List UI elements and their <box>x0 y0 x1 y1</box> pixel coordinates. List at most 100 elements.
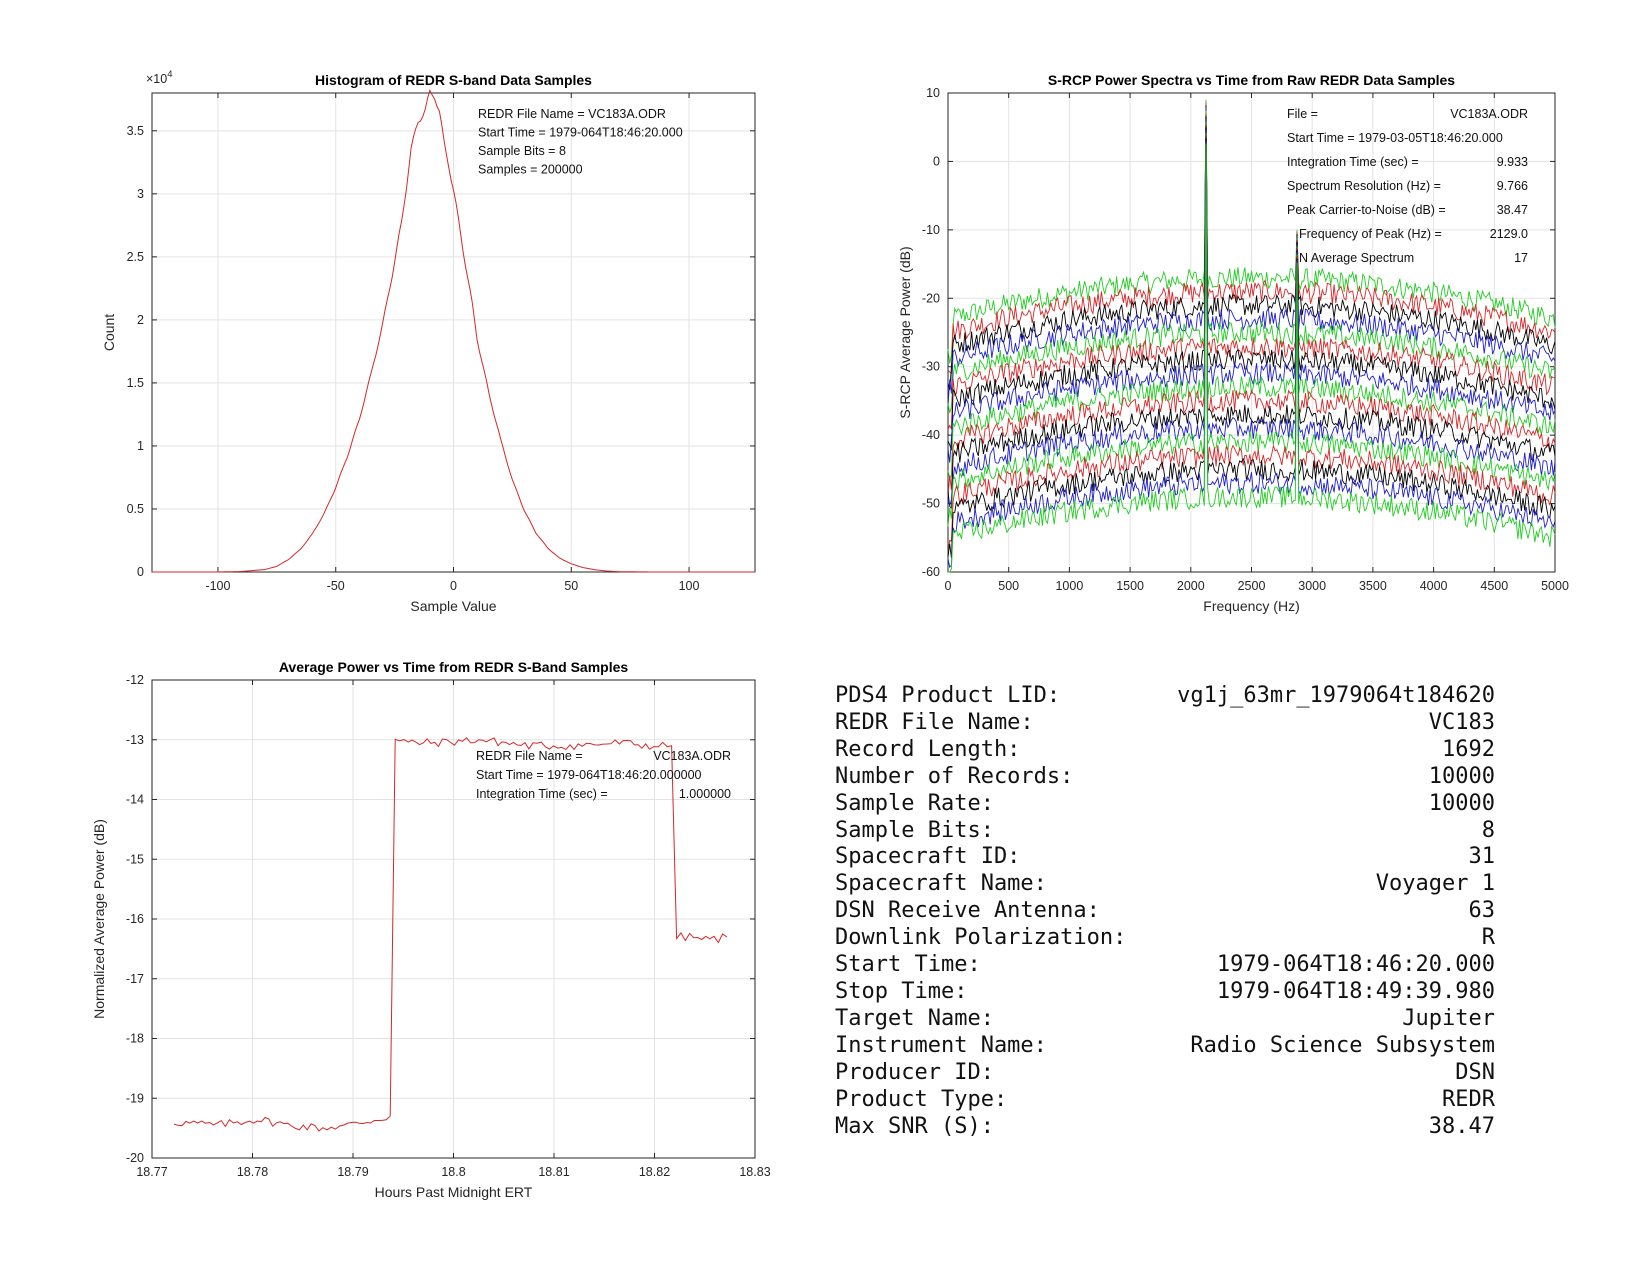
x-tick-label: -50 <box>327 579 345 593</box>
y-tick-label: 2.5 <box>127 250 144 264</box>
y-tick-label: -10 <box>922 223 940 237</box>
x-tick-label: 4500 <box>1480 579 1508 593</box>
info-value: DSN <box>1455 1059 1495 1085</box>
info-row: Instrument Name: Radio Science Subsystem <box>835 1033 1495 1060</box>
info-label: Number of Records: <box>835 763 1074 789</box>
y-tick-label: 1.5 <box>127 376 144 390</box>
info-value: Jupiter <box>1402 1005 1495 1031</box>
x-tick-label: 50 <box>564 579 578 593</box>
spectrum-line <box>947 99 1556 364</box>
spectrum-line <box>947 135 1556 553</box>
y-tick-label: 0.5 <box>127 502 144 516</box>
x-axis-label: Hours Past Midnight ERT <box>375 1184 533 1200</box>
info-value: 8 <box>1481 817 1495 843</box>
info-value: vg1j_63mr_1979064t184620 <box>1177 683 1495 708</box>
annotation-value: VC183A.ODR <box>1450 107 1528 121</box>
info-row: Spacecraft Name: Voyager 1 <box>835 871 1495 898</box>
axes-frame <box>151 679 756 1159</box>
y-tick-label: -18 <box>126 1032 144 1046</box>
x-tick-label: 1500 <box>1116 579 1144 593</box>
annotation-value: 9.933 <box>1497 155 1528 169</box>
info-value: 1692 <box>1442 736 1495 762</box>
chart-3: 18.77 18.78 18.79 18.8 18.81 18.82 18.83 -20 -19… <box>91 659 771 1200</box>
info-row: Product Type: REDR <box>835 1087 1495 1114</box>
annotation-value: 2129.0 <box>1490 227 1528 241</box>
y-tick-label: 3.5 <box>127 124 144 138</box>
spectrum-line <box>947 102 1556 375</box>
info-value: 38.47 <box>1428 1113 1495 1139</box>
x-tick-label: 5000 <box>1541 579 1569 593</box>
info-value: Radio Science Subsystem <box>1190 1032 1495 1058</box>
x-tick-label: 3000 <box>1298 579 1326 593</box>
info-label: REDR File Name: <box>835 709 1034 735</box>
y-tick-label: 10 <box>926 86 940 100</box>
y-tick-label: -13 <box>126 733 144 747</box>
x-tick-label: 18.81 <box>538 1165 569 1179</box>
x-tick-label: 18.8 <box>441 1165 465 1179</box>
info-label: Spacecraft Name: <box>835 871 1047 897</box>
annotation-label: N Average Spectrum <box>1299 251 1414 265</box>
info-row: Downlink Polarization: R <box>835 925 1495 952</box>
x-tick-label: 4000 <box>1420 579 1448 593</box>
spectrum-line <box>947 124 1556 498</box>
info-value: VC183 <box>1428 709 1495 735</box>
info-label: Producer ID: <box>835 1059 994 1085</box>
x-tick-label: 0 <box>945 579 952 593</box>
annotation-label: Peak Carrier-to-Noise (dB) = <box>1287 203 1446 217</box>
annotation-text: Sample Bits = 8 <box>478 144 566 158</box>
x-tick-label: -100 <box>205 579 230 593</box>
annotation-text: Start Time = 1979-064T18:46:20.000 <box>478 126 683 140</box>
spectrum-line <box>947 132 1556 527</box>
y-multiplier-label: ×104 <box>146 69 173 86</box>
info-row: Sample Rate: 10000 <box>835 791 1495 818</box>
annotation-value: 17 <box>1514 251 1528 265</box>
info-label: Product Type: <box>835 1086 1008 1112</box>
x-axis-label: Frequency (Hz) <box>1203 598 1299 614</box>
info-label: Spacecraft ID: <box>835 844 1021 870</box>
info-value: REDR <box>1442 1086 1495 1112</box>
info-label: Sample Rate: <box>835 790 994 816</box>
info-row: PDS4 Product LID: vg1j_63mr_1979064t18462… <box>835 683 1495 710</box>
annotation-label: REDR File Name = <box>476 749 583 763</box>
info-row: DSN Receive Antenna: 63 <box>835 898 1495 925</box>
y-axis-label: Count <box>101 314 117 351</box>
annotation-value: VC183A.ODR <box>653 749 731 763</box>
y-tick-label: -20 <box>126 1151 144 1165</box>
y-tick-label: -20 <box>922 291 940 305</box>
annotation-value: 38.47 <box>1497 203 1528 217</box>
annotation-label: Integration Time (sec) = <box>1287 155 1419 169</box>
chart-1: -100 -50 0 50 100 0 0.5 1 1.5 2 2.5 3 3.5 Histogram o… <box>101 69 756 614</box>
product-info-table: PDS4 Product LID: vg1j_63mr_1979064t18462… <box>835 683 1495 1140</box>
spectrum-line <box>948 143 1556 573</box>
annotation-value: 9.766 <box>1497 179 1528 193</box>
y-multiplier-base: ×10 <box>146 72 167 86</box>
y-tick-label: -19 <box>126 1091 144 1105</box>
spectrum-line <box>947 138 1556 558</box>
y-tick-label: -14 <box>126 793 144 807</box>
info-value: Voyager 1 <box>1375 871 1495 897</box>
info-row: Start Time: 1979-064T18:46:20.000 <box>835 952 1495 979</box>
info-label: Start Time: <box>835 952 981 978</box>
x-tick-label: 2000 <box>1177 579 1205 593</box>
annotation-label: Start Time = 1979-064T18:46:20.000000 <box>476 768 702 782</box>
info-label: PDS4 Product LID: <box>835 683 1061 708</box>
y-tick-label: -15 <box>126 852 144 866</box>
spectrum-line <box>947 121 1556 480</box>
info-value: 63 <box>1468 898 1496 924</box>
info-row: REDR File Name: VC183 <box>835 710 1495 737</box>
info-row: Stop Time: 1979-064T18:49:39.980 <box>835 979 1495 1006</box>
annotation-label: Start Time = 1979-03-05T18:46:20.000 <box>1287 131 1503 145</box>
info-label: Instrument Name: <box>835 1032 1047 1058</box>
x-tick-label: 18.82 <box>639 1165 670 1179</box>
x-tick-label: 18.83 <box>739 1165 770 1179</box>
y-tick-label: -30 <box>922 360 940 374</box>
x-tick-label: 0 <box>450 579 457 593</box>
spectrum-line <box>947 108 1556 407</box>
annotation-label: Spectrum Resolution (Hz) = <box>1287 179 1441 193</box>
y-tick-label: 0 <box>137 565 144 579</box>
info-label: Stop Time: <box>835 978 968 1004</box>
annotation-value: 1.000000 <box>679 787 731 801</box>
chart-title: Average Power vs Time from REDR S-Band S… <box>279 659 629 675</box>
annotation-label: Integration Time (sec) = <box>476 787 608 801</box>
